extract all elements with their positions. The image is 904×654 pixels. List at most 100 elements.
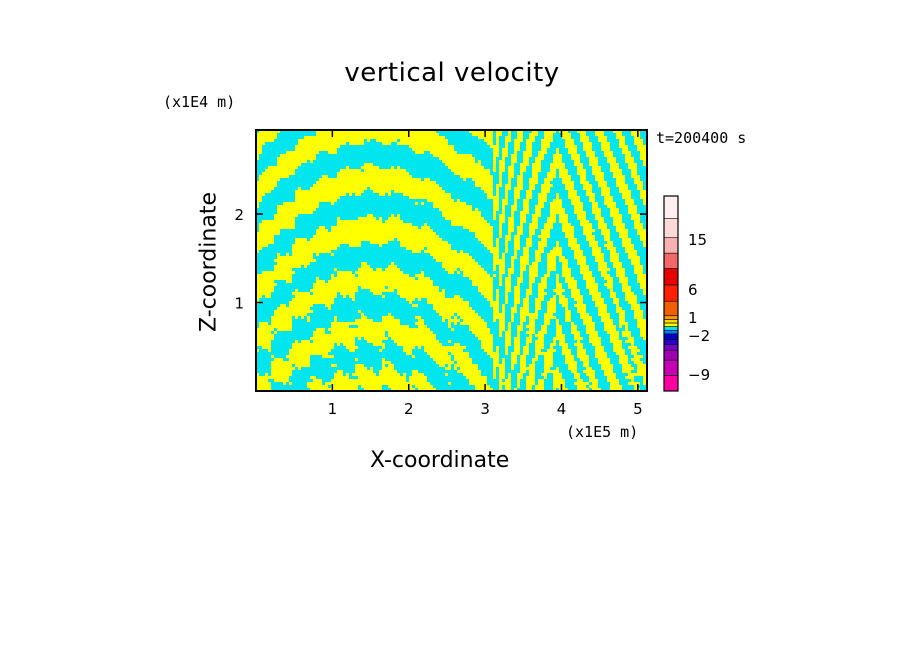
field-cell xyxy=(535,223,538,226)
field-cell xyxy=(271,169,274,172)
field-cell xyxy=(265,133,268,136)
field-cell xyxy=(622,268,625,271)
field-cell xyxy=(379,241,382,244)
field-cell xyxy=(556,292,559,295)
field-cell xyxy=(265,232,268,235)
field-cell xyxy=(313,184,316,187)
field-cell xyxy=(289,355,292,358)
field-cell xyxy=(298,163,301,166)
field-cell xyxy=(490,196,493,199)
field-cell xyxy=(259,226,262,229)
field-cell xyxy=(355,331,358,334)
field-cell xyxy=(403,349,406,352)
field-cell xyxy=(439,259,442,262)
field-cell xyxy=(316,187,319,190)
field-cell xyxy=(505,235,508,238)
field-cell xyxy=(298,187,301,190)
field-cell xyxy=(271,166,274,169)
field-cell xyxy=(277,223,280,226)
field-cell xyxy=(322,286,325,289)
field-cell xyxy=(439,295,442,298)
field-cell xyxy=(607,160,610,163)
field-cell xyxy=(508,133,511,136)
field-cell xyxy=(358,319,361,322)
field-cell xyxy=(265,169,268,172)
field-cell xyxy=(460,259,463,262)
field-cell xyxy=(337,289,340,292)
field-cell xyxy=(277,226,280,229)
field-cell xyxy=(538,298,541,301)
field-cell xyxy=(427,229,430,232)
field-cell xyxy=(334,187,337,190)
field-cell xyxy=(454,253,457,256)
field-cell xyxy=(637,214,640,217)
field-cell xyxy=(316,286,319,289)
field-cell xyxy=(358,232,361,235)
field-cell xyxy=(301,343,304,346)
field-cell xyxy=(406,133,409,136)
field-cell xyxy=(268,139,271,142)
field-cell xyxy=(418,247,421,250)
field-cell xyxy=(583,319,586,322)
field-cell xyxy=(604,151,607,154)
field-cell xyxy=(550,208,553,211)
field-cell xyxy=(352,340,355,343)
field-cell xyxy=(580,256,583,259)
field-cell xyxy=(280,259,283,262)
field-cell xyxy=(385,337,388,340)
field-cell xyxy=(448,322,451,325)
field-cell xyxy=(427,289,430,292)
field-cell xyxy=(562,178,565,181)
field-cell xyxy=(604,352,607,355)
field-cell xyxy=(322,235,325,238)
field-cell xyxy=(268,178,271,181)
field-cell xyxy=(592,280,595,283)
field-cell xyxy=(532,280,535,283)
field-cell xyxy=(622,223,625,226)
field-cell xyxy=(364,223,367,226)
field-cell xyxy=(538,157,541,160)
field-cell xyxy=(430,301,433,304)
field-cell xyxy=(367,331,370,334)
field-cell xyxy=(346,175,349,178)
field-cell xyxy=(613,328,616,331)
field-cell xyxy=(421,193,424,196)
field-cell xyxy=(265,343,268,346)
field-cell xyxy=(373,274,376,277)
field-cell xyxy=(466,160,469,163)
field-cell xyxy=(433,190,436,193)
field-cell xyxy=(493,169,496,172)
field-cell xyxy=(322,226,325,229)
field-cell xyxy=(529,196,532,199)
field-cell xyxy=(388,325,391,328)
field-cell xyxy=(316,280,319,283)
field-cell xyxy=(367,277,370,280)
field-cell xyxy=(280,217,283,220)
field-cell xyxy=(388,271,391,274)
field-cell xyxy=(544,229,547,232)
field-cell xyxy=(598,292,601,295)
field-cell xyxy=(379,334,382,337)
field-cell xyxy=(523,247,526,250)
field-cell xyxy=(496,310,499,313)
field-cell xyxy=(328,130,331,133)
field-cell xyxy=(484,274,487,277)
field-cell xyxy=(295,259,298,262)
field-cell xyxy=(382,274,385,277)
field-cell xyxy=(451,250,454,253)
field-cell xyxy=(598,172,601,175)
field-cell xyxy=(601,271,604,274)
field-cell xyxy=(436,151,439,154)
field-cell xyxy=(460,349,463,352)
field-cell xyxy=(367,139,370,142)
field-cell xyxy=(316,334,319,337)
field-cell xyxy=(436,142,439,145)
field-cell xyxy=(409,229,412,232)
field-cell xyxy=(487,274,490,277)
field-cell xyxy=(625,277,628,280)
field-cell xyxy=(616,169,619,172)
field-cell xyxy=(298,139,301,142)
field-cell xyxy=(496,295,499,298)
field-cell xyxy=(331,331,334,334)
field-cell xyxy=(601,310,604,313)
